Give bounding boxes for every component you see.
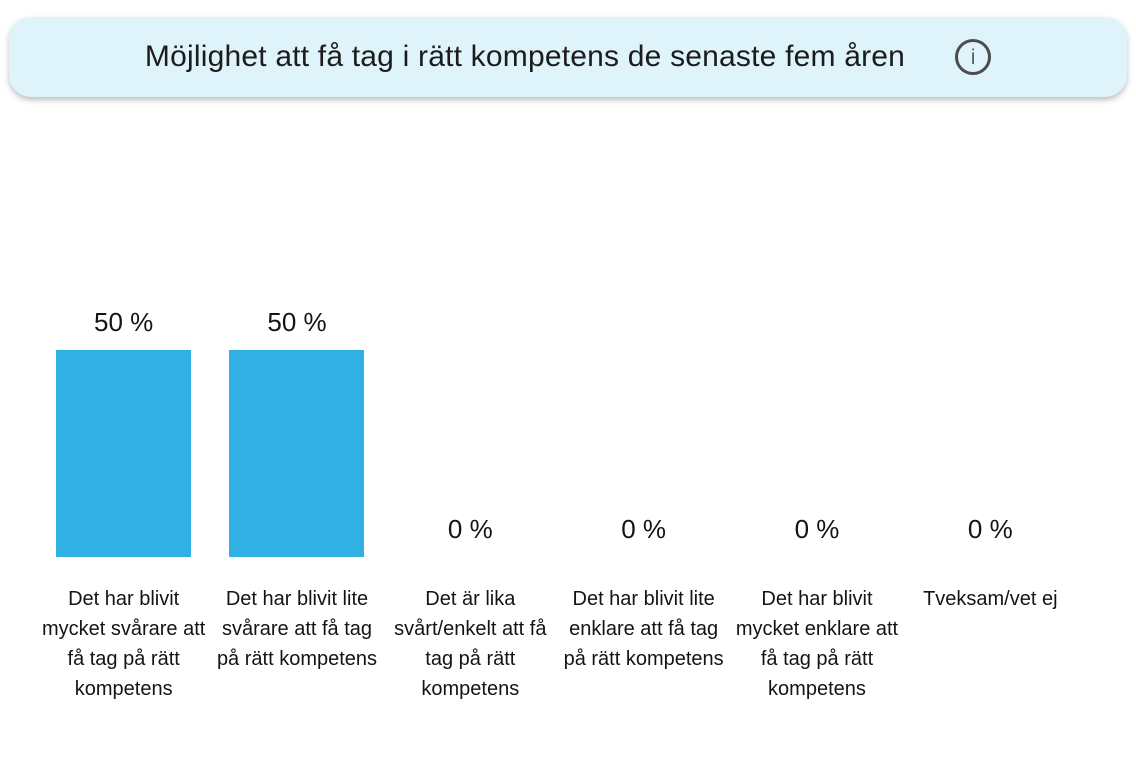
value-label: 0 % — [621, 514, 667, 544]
category-label: Det har blivit lite enklare att få tag p… — [563, 588, 724, 670]
chart-column: 50 % Det har blivit mycket svårare att f… — [37, 143, 210, 704]
category-label: Det är lika svårt/enkelt att få tag på r… — [394, 588, 547, 700]
value-label: 50 % — [94, 307, 154, 337]
chart-column: 0 % Det har blivit lite enklare att få t… — [557, 143, 730, 704]
chart-header: Möjlighet att få tag i rätt kompetens de… — [9, 17, 1127, 97]
bar-area: 0 % — [730, 143, 903, 557]
page-title: Möjlighet att få tag i rätt kompetens de… — [144, 40, 906, 73]
bar-area: 0 % — [904, 143, 1077, 557]
value-label: 50 % — [267, 307, 327, 337]
category-label: Det har blivit lite svårare att få tag p… — [216, 588, 378, 670]
value-label: 0 % — [794, 514, 840, 544]
bar-area: 50 % — [37, 143, 210, 557]
value-label: 0 % — [447, 514, 493, 544]
bar-area: 0 % — [384, 143, 557, 557]
category-label: Det har blivit mycket svårare att få tag… — [41, 588, 206, 700]
category-label: Det har blivit mycket enklare att få tag… — [735, 588, 899, 700]
chart-column: 0 % Det är lika svårt/enkelt att få tag … — [384, 143, 557, 704]
bar — [229, 350, 365, 557]
value-label: 0 % — [967, 514, 1013, 544]
category-label: Tveksam/vet ej — [923, 588, 1058, 610]
info-icon[interactable]: i — [955, 39, 992, 75]
chart-column: 0 % Tveksam/vet ej — [904, 143, 1077, 704]
chart-column: 50 % Det har blivit lite svårare att få … — [210, 143, 383, 704]
chart-column: 0 % Det har blivit mycket enklare att få… — [730, 143, 903, 704]
bar-area: 0 % — [557, 143, 730, 557]
bar-chart: 50 % Det har blivit mycket svårare att f… — [37, 143, 1077, 704]
bar — [56, 350, 192, 557]
bar-area: 50 % — [210, 143, 383, 557]
